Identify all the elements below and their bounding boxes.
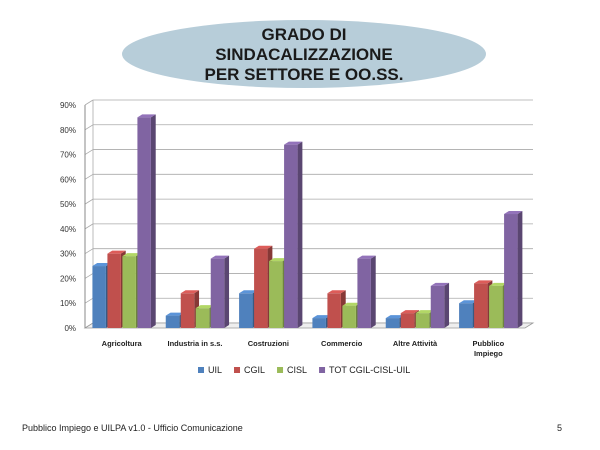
bar-top	[137, 114, 156, 118]
gridline-depth	[84, 198, 94, 205]
bar	[385, 318, 400, 328]
bar	[504, 214, 518, 328]
y-tick-label: 80%	[60, 126, 76, 135]
page-number: 5	[557, 423, 563, 433]
category-label: Altre Attività	[393, 339, 438, 348]
category-label: Agricoltura	[102, 339, 143, 348]
bar-side	[150, 114, 156, 328]
bar	[400, 313, 415, 328]
bar-top	[284, 141, 303, 145]
category-label: Impiego	[474, 349, 503, 358]
legend-swatch	[319, 367, 326, 373]
bar	[459, 303, 473, 328]
bar-side	[297, 141, 303, 328]
bar	[165, 315, 180, 328]
bar	[92, 266, 106, 328]
bar	[210, 258, 225, 328]
category-label: Costruzioni	[248, 339, 289, 348]
legend-label: CISL	[287, 365, 307, 375]
category-label: Industria in s.s.	[167, 339, 222, 348]
category-label: Commercio	[321, 339, 363, 348]
bar-top	[430, 282, 450, 286]
bar-top	[165, 312, 185, 316]
title-line-2: SINDACALIZZAZIONE	[215, 45, 393, 64]
legend-swatch	[277, 367, 284, 373]
title-ellipse	[122, 20, 486, 88]
bar	[239, 293, 253, 328]
y-tick-label: 20%	[60, 274, 76, 283]
bar-top	[400, 310, 420, 314]
gridline-depth	[84, 173, 94, 180]
title-line-1: GRADO DI	[261, 25, 347, 44]
bar-top	[474, 280, 493, 284]
bar-top	[385, 315, 405, 319]
y-tick-label: 30%	[60, 250, 76, 259]
gridline-depth	[84, 297, 94, 304]
bar-top	[107, 250, 126, 254]
title-line-3: PER SETTORE E OO.SS.	[204, 65, 404, 84]
bar	[327, 293, 341, 328]
bar	[312, 318, 326, 328]
bar-top	[357, 255, 376, 259]
legend-label: UIL	[208, 365, 222, 375]
bar-side	[517, 211, 523, 328]
bar	[415, 313, 430, 328]
legend-swatch	[234, 367, 241, 373]
y-tick-label: 10%	[60, 299, 76, 308]
bar-top	[342, 302, 361, 306]
bar-top	[415, 310, 435, 314]
y-tick-label: 0%	[64, 324, 76, 333]
gridline-depth	[84, 273, 94, 279]
y-tick-label: 40%	[60, 225, 76, 234]
bar-top	[92, 263, 111, 267]
legend-label: CGIL	[244, 365, 265, 375]
bar-top	[269, 258, 288, 262]
gridline-depth	[84, 99, 94, 106]
gridline-depth	[84, 223, 94, 230]
bar	[254, 248, 268, 328]
bar	[269, 261, 283, 328]
bar	[137, 117, 151, 328]
bar	[195, 308, 210, 328]
bar	[107, 253, 121, 328]
bar-top	[210, 255, 230, 259]
bar-top	[195, 305, 215, 309]
footer-text: Pubblico Impiego e UILPA v1.0 - Ufficio …	[22, 423, 243, 433]
bar-side	[224, 255, 230, 328]
bar-top	[239, 290, 258, 294]
bar	[489, 285, 503, 328]
gridline-depth	[84, 248, 94, 255]
y-tick-label: 60%	[60, 175, 76, 184]
bar	[180, 293, 195, 328]
category-label: Pubblico	[472, 339, 504, 348]
bar-side	[444, 282, 450, 328]
bar	[122, 256, 136, 328]
bar-side	[370, 255, 376, 328]
legend-swatch	[198, 367, 204, 373]
bar	[342, 305, 356, 328]
bar-top	[312, 315, 331, 319]
bar-top	[254, 245, 273, 249]
bar-top	[327, 290, 346, 294]
bar	[474, 283, 488, 328]
y-tick-label: 50%	[60, 200, 76, 209]
bar-top	[489, 282, 508, 286]
chart-title: GRADO DI SINDACALIZZAZIONE PER SETTORE E…	[122, 25, 486, 85]
legend-label: TOT CGIL-CISL-UIL	[329, 365, 410, 375]
bar	[430, 285, 445, 328]
y-tick-label: 90%	[60, 101, 76, 110]
gridline-depth	[84, 124, 94, 131]
bar	[284, 144, 298, 328]
gridline-depth	[84, 149, 94, 155]
bar-top	[504, 211, 523, 215]
y-tick-label: 70%	[60, 151, 76, 160]
bar-top	[180, 290, 200, 294]
bar	[357, 258, 371, 328]
bar-top	[459, 300, 478, 304]
bar-top	[122, 253, 141, 257]
